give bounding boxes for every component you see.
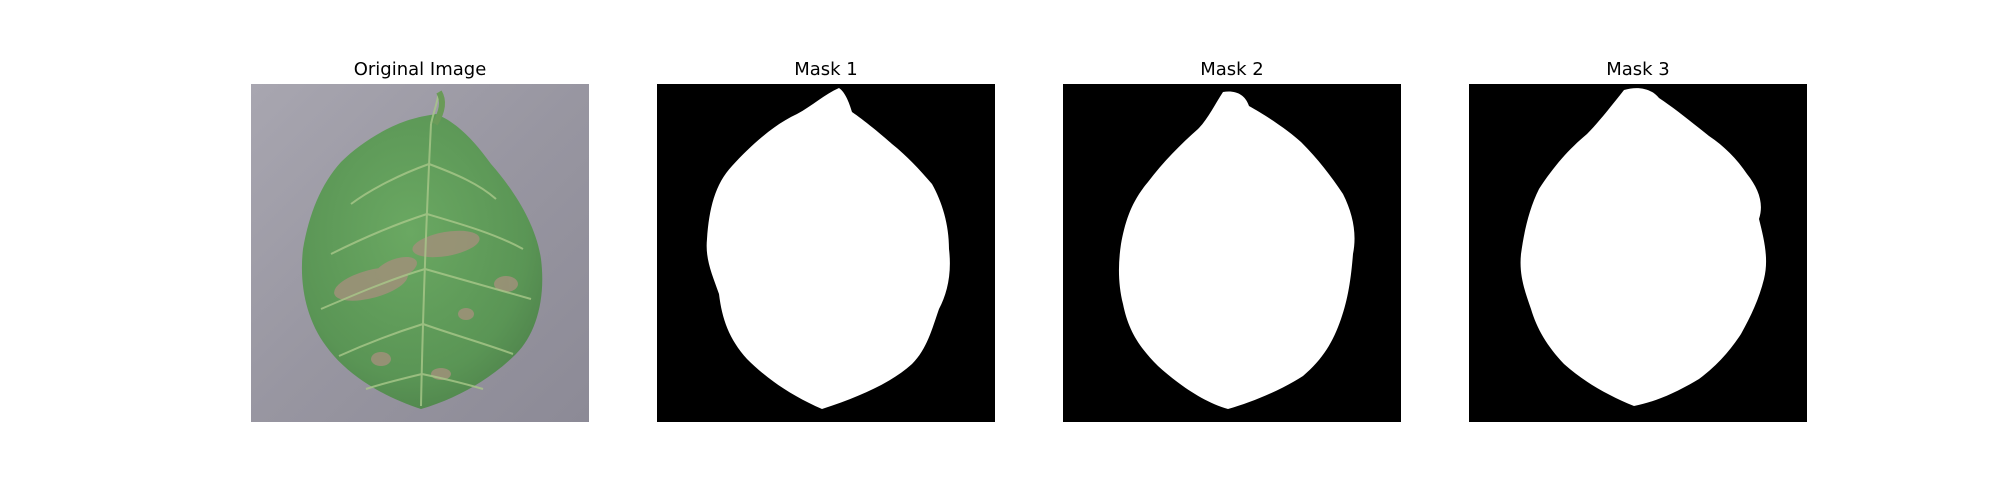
mask-1-frame [657,84,995,422]
mask-2-image [1063,84,1401,422]
leaf-photo [251,84,589,422]
mask-3-region [1520,88,1767,406]
leaf-stem [432,90,445,126]
mask-3-title: Mask 3 [1606,59,1670,80]
mask-1-image [657,84,995,422]
mask-3-image [1469,84,1807,422]
mask-3-frame [1469,84,1807,422]
mask-2-frame [1063,84,1401,422]
mask-1-region [706,88,950,409]
original-image-frame [251,84,589,422]
mask-2-title: Mask 2 [1200,59,1264,80]
mask-2-region [1118,91,1355,409]
mask-1-title: Mask 1 [794,59,858,80]
original-image-title: Original Image [353,59,487,80]
leaf-lesions [334,230,518,380]
